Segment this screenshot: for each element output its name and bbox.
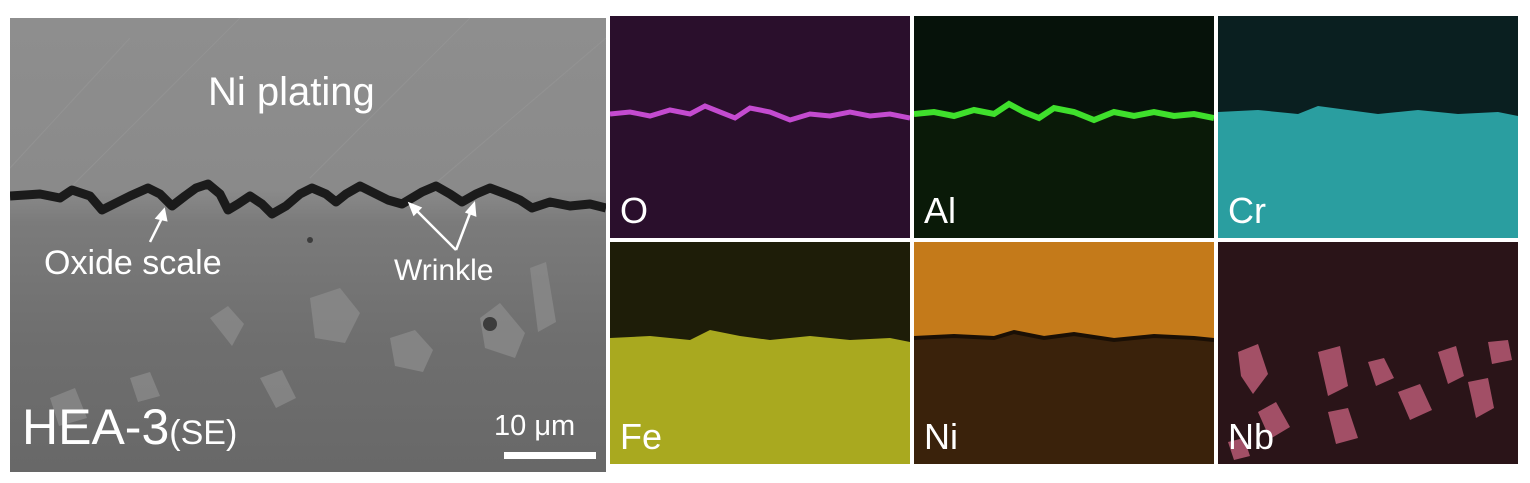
sem-image: Ni plating Oxide scale Wrinkle HEA-3(SE)… <box>10 18 606 472</box>
map-label-cr: Cr <box>1228 190 1266 231</box>
map-label-nb: Nb <box>1228 416 1275 457</box>
eds-map-nb: Nb <box>1218 242 1518 464</box>
eds-map-al: Al <box>914 16 1214 238</box>
sample-label: HEA-3(SE) <box>22 398 237 456</box>
ni-distribution <box>914 242 1214 343</box>
ni-plating-label: Ni plating <box>208 70 375 114</box>
fe-distribution <box>610 330 910 464</box>
oxide-scale-annotation: Oxide scale <box>44 244 222 282</box>
map-label-fe: Fe <box>620 416 663 457</box>
scale-bar-label: 10 μm <box>494 410 576 442</box>
map-label-al: Al <box>924 190 957 231</box>
eds-map-o: O <box>610 16 910 238</box>
sem-micrograph <box>10 18 606 426</box>
imaging-mode: (SE) <box>169 414 238 452</box>
wrinkle-annotation: Wrinkle <box>394 254 494 287</box>
sample-name: HEA-3 <box>22 399 170 455</box>
eds-map-fe: Fe <box>610 242 910 464</box>
eds-map-ni: Ni <box>914 242 1214 464</box>
scale-bar <box>504 452 596 459</box>
eds-map-grid: O Al Cr Fe Ni <box>610 16 1520 470</box>
map-label-ni: Ni <box>924 416 958 457</box>
cr-distribution <box>1218 106 1518 238</box>
al-distribution <box>914 16 1214 124</box>
map-label-o: O <box>620 190 649 231</box>
eds-map-cr: Cr <box>1218 16 1518 238</box>
o-distribution <box>610 103 910 123</box>
nb-distribution <box>1228 340 1512 460</box>
